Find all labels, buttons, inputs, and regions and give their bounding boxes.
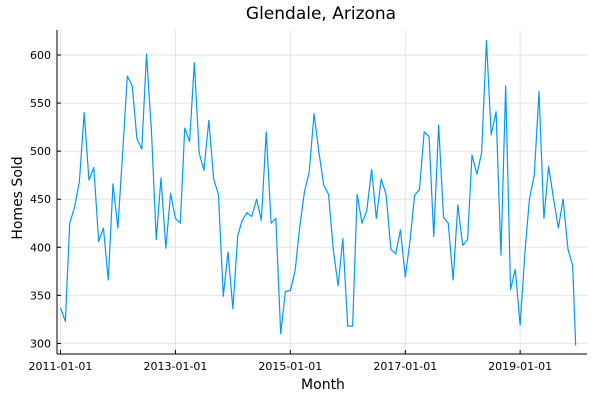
y-tick-label: 550 — [30, 97, 51, 110]
x-tick-label: 2011-01-01 — [28, 360, 92, 373]
y-tick-label: 500 — [30, 145, 51, 158]
x-tick-label: 2019-01-01 — [488, 360, 552, 373]
y-tick-label: 350 — [30, 289, 51, 302]
x-tick-label: 2015-01-01 — [258, 360, 322, 373]
y-tick-label: 600 — [30, 49, 51, 62]
x-tick-label: 2013-01-01 — [143, 360, 207, 373]
y-tick-label: 450 — [30, 193, 51, 206]
grid — [57, 30, 587, 354]
y-tick-label: 400 — [30, 241, 51, 254]
x-axis-label: Month — [301, 377, 345, 393]
series-line — [59, 39, 577, 346]
x-tick-label: 2017-01-01 — [373, 360, 437, 373]
series-layer — [59, 39, 577, 346]
chart-title: Glendale, Arizona — [246, 4, 396, 24]
plot-frame — [56, 30, 587, 355]
y-tick-label: 300 — [30, 337, 51, 350]
y-axis-label: Homes Sold — [10, 156, 26, 239]
axis-ticks: 2011-01-01 2013-01-01 2015-01-01 2017-01-01… — [28, 49, 552, 373]
